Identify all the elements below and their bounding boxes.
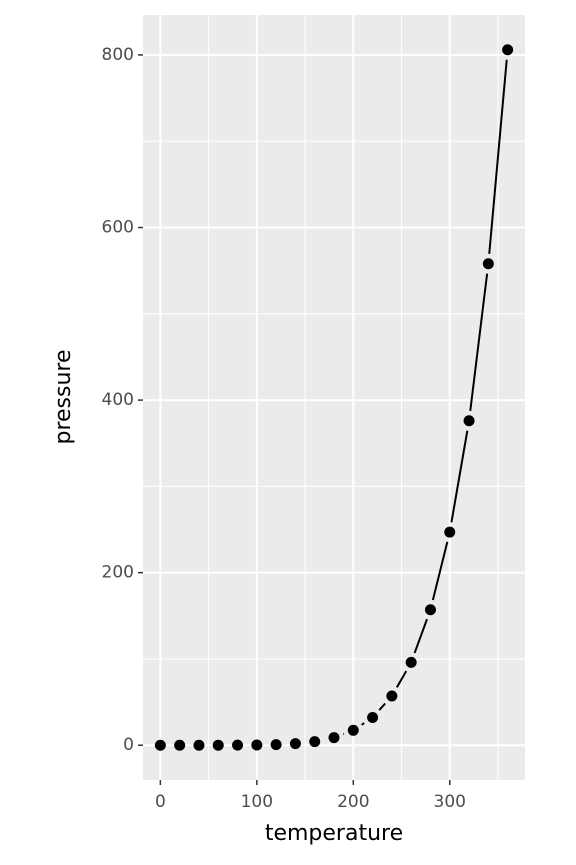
point [502,44,514,56]
y-tick-label: 0 [123,735,134,755]
point [154,739,166,751]
x-axis-title: temperature [265,821,403,846]
y-tick-label: 400 [102,390,134,410]
point [347,724,359,736]
line-segment [469,273,489,411]
point [367,712,379,724]
point [482,258,494,270]
line-segment [413,618,428,654]
point [212,739,224,751]
line-segment [488,59,508,254]
line-segment [431,541,449,601]
point [309,736,321,748]
y-tick-label: 800 [102,45,134,65]
y-axis-title: pressure [51,349,76,444]
point [174,739,186,751]
point [251,739,263,751]
point [463,415,475,427]
point [444,526,456,538]
x-tick-label: 300 [434,792,466,812]
x-tick-label: 100 [241,792,273,812]
point [424,604,436,616]
panel [143,15,525,780]
point [386,690,398,702]
line-segment [378,702,386,711]
point [328,732,340,744]
point [232,739,244,751]
line-segment [361,722,365,726]
y-tick-label: 200 [102,563,134,583]
line-segment [395,670,408,688]
point [405,656,417,668]
point [270,739,282,751]
point [193,739,205,751]
line-segment [450,430,469,523]
point [289,738,301,750]
y-tick-label: 600 [102,218,134,238]
x-tick-label: 0 [155,792,166,812]
x-tick-label: 200 [337,792,369,812]
